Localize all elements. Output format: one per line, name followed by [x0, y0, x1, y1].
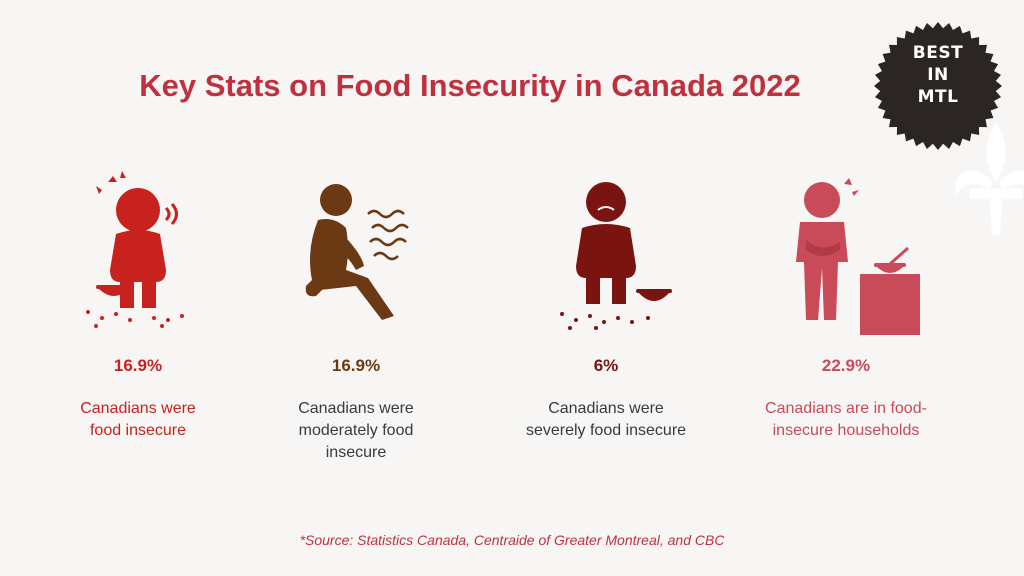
stat-caption: Canadians were severely food insecure: [525, 400, 687, 439]
page-title: Key Stats on Food Insecurity in Canada 2…: [139, 68, 801, 103]
hungry-sitting-person-icon: [276, 170, 436, 335]
stat-caption: Canadians are in food- insecure househol…: [765, 400, 927, 439]
badge-text: BEST IN MTL: [872, 42, 1004, 108]
badge-line-2: IN: [927, 65, 949, 85]
stat-caption: Canadians were food insecure: [80, 400, 196, 439]
stat-value: 22.9%: [821, 356, 871, 375]
badge-seal-icon: [874, 22, 1002, 150]
source-note: *Source: Statistics Canada, Centraide of…: [299, 532, 725, 548]
sad-kneeling-person-icon: [58, 170, 218, 335]
stat-value: 16.9%: [113, 356, 163, 375]
stat-value: 16.9%: [331, 356, 381, 375]
stat-value: 6%: [593, 356, 619, 375]
person-with-empty-bowl-icon: [766, 170, 926, 335]
badge-line-3: MTL: [917, 87, 959, 107]
stat-caption: Canadians were moderately food insecure: [298, 400, 414, 461]
best-in-mtl-badge: BEST IN MTL: [872, 20, 1024, 235]
stat-card-severely-insecure: 6% Canadians were severely food insecure: [506, 170, 706, 470]
starving-kneeling-person-icon: [526, 170, 686, 335]
stat-card-food-insecure: 16.9% Canadians were food insecure: [38, 170, 238, 470]
stat-card-food-insecure-households: 22.9% Canadians are in food- insecure ho…: [746, 170, 946, 470]
fleur-de-lis-icon: [955, 122, 1024, 235]
stat-card-moderately-insecure: 16.9% Canadians were moderately food ins…: [256, 170, 456, 470]
badge-line-1: BEST: [912, 43, 964, 63]
